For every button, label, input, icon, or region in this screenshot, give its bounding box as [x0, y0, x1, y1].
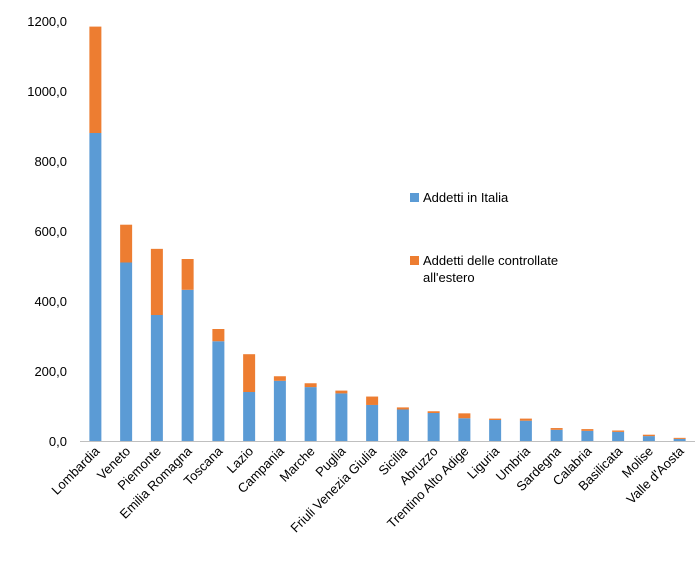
bar-addetti-italia [519, 420, 532, 441]
bar-addetti-estero [89, 26, 102, 134]
bar-addetti-estero [458, 413, 471, 419]
bars [89, 26, 686, 441]
legend-swatch-estero [410, 256, 419, 265]
bar-addetti-italia [550, 429, 563, 441]
bar-addetti-estero [335, 390, 348, 394]
bar-addetti-estero [427, 411, 440, 413]
bar-addetti-estero [673, 437, 686, 439]
bar-addetti-italia [612, 431, 625, 441]
y-tick-label: 600,0 [34, 224, 67, 239]
bar-addetti-estero [304, 383, 317, 388]
bar-addetti-italia [366, 404, 379, 441]
bar-addetti-estero [642, 434, 655, 437]
bar-addetti-estero [150, 248, 163, 315]
bar-addetti-estero [181, 259, 194, 290]
bar-addetti-estero [519, 418, 532, 421]
bar-addetti-italia [427, 413, 440, 441]
bar-addetti-estero [396, 407, 409, 410]
bar-addetti-italia [673, 438, 686, 441]
bar-addetti-italia [304, 387, 317, 441]
bar-addetti-italia [581, 430, 594, 441]
x-category-label: Marche [276, 444, 317, 485]
bar-addetti-italia [181, 289, 194, 441]
bar-addetti-italia [120, 262, 133, 441]
bar-addetti-italia [150, 315, 163, 441]
bar-addetti-estero [243, 354, 256, 392]
y-tick-label: 400,0 [34, 294, 67, 309]
legend-label-estero: Addetti delle controllate all'estero [423, 253, 558, 285]
bar-addetti-estero [212, 329, 225, 342]
bar-addetti-italia [642, 436, 655, 441]
y-tick-label: 800,0 [34, 154, 67, 169]
bar-addetti-italia [335, 393, 348, 441]
bar-addetti-italia [273, 380, 286, 441]
y-tick-label: 1000,0 [27, 84, 67, 99]
legend-swatch-italia [410, 193, 419, 202]
legend: Addetti in Italia Addetti delle controlla… [410, 190, 558, 285]
bar-addetti-italia [396, 409, 409, 441]
bar-addetti-italia [489, 420, 502, 441]
y-tick-label: 1200,0 [27, 14, 67, 29]
bar-addetti-estero [550, 428, 563, 430]
bar-addetti-italia [89, 133, 102, 441]
legend-label-italia: Addetti in Italia [423, 190, 509, 205]
bar-addetti-estero [366, 396, 379, 405]
bar-addetti-italia [458, 418, 471, 441]
bar-addetti-estero [581, 429, 594, 431]
bar-addetti-italia [243, 392, 256, 441]
y-axis: 0,0 200,0 400,0 600,0 800,0 1000,0 1200,0 [27, 14, 67, 449]
y-tick-label: 200,0 [34, 364, 67, 379]
bar-addetti-estero [612, 430, 625, 432]
bar-addetti-italia [212, 341, 225, 441]
y-tick-label: 0,0 [49, 434, 67, 449]
bar-addetti-estero [120, 224, 133, 263]
bar-addetti-estero [489, 418, 502, 420]
bar-addetti-estero [273, 376, 286, 381]
